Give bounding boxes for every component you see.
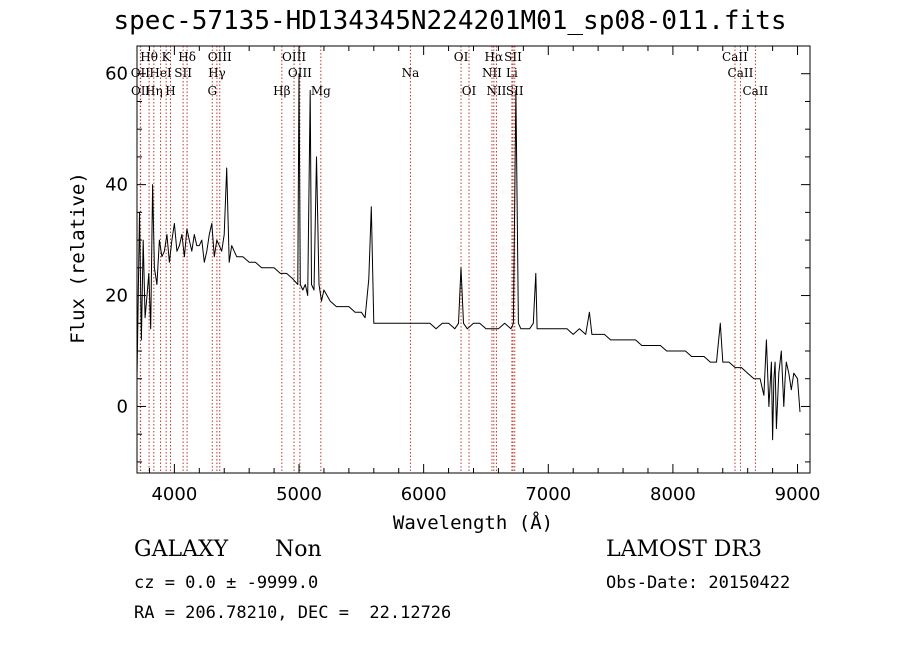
line-label-13: OIII — [282, 50, 306, 64]
line-label-16: Na — [402, 66, 420, 80]
line-label-17: OI — [454, 50, 469, 64]
axes — [136, 45, 811, 474]
x-tick-label-5000: 5000 — [276, 484, 322, 505]
line-label-7: Hδ — [178, 50, 196, 64]
spectrum-series — [136, 73, 801, 441]
line-label-27: CaII — [742, 84, 768, 98]
line-label-23: Li — [506, 66, 518, 80]
line-label-2: Hθ — [140, 50, 158, 64]
line-label-21: NII — [486, 84, 506, 98]
line-label-14: OIII — [288, 66, 312, 80]
line-label-4: Hη — [145, 84, 163, 98]
line-label-15: Mg — [311, 84, 331, 98]
line-label-19: Hα — [485, 50, 504, 64]
line-label-22: SII — [504, 50, 522, 64]
x-tick-label-8000: 8000 — [650, 484, 696, 505]
line-label-3: HeI — [149, 66, 172, 80]
line-label-11: Hγ — [208, 66, 226, 80]
line-label-8: SII — [174, 66, 192, 80]
y-tick-label-20: 20 — [105, 286, 128, 307]
redshift-info: cz = 0.0 ± -9999.0 — [134, 573, 319, 593]
x-tick-label-6000: 6000 — [401, 484, 447, 505]
chart-title: spec-57135-HD134345N224201M01_sp08-011.f… — [113, 6, 787, 36]
tick-labels: 4000 5000 6000 7000 8000 9000 0 20 40 60 — [105, 64, 820, 505]
y-tick-label-0: 0 — [117, 396, 128, 417]
line-label-20: NII — [482, 66, 502, 80]
line-label-26: CaII — [728, 66, 754, 80]
x-tick-label-9000: 9000 — [775, 484, 821, 505]
line-label-18: OI — [462, 84, 477, 98]
object-class: GALAXY — [134, 537, 229, 562]
survey-name: LAMOST DR3 — [606, 537, 762, 562]
y-axis-label: Flux (relative) — [67, 172, 89, 344]
line-label-9: G — [207, 84, 217, 98]
x-tick-label-4000: 4000 — [151, 484, 197, 505]
line-label-12: Hβ — [273, 84, 290, 98]
y-tick-label-40: 40 — [105, 175, 128, 196]
line-label-10: OIII — [208, 50, 232, 64]
emission-line-labels: OII OII Hθ HeI Hη K H Hδ SII G OIII Hγ Hβ OIII OIII Mg N… — [131, 50, 769, 98]
observation-date: Obs-Date: 20150422 — [606, 573, 791, 593]
emission-line-markers — [139, 46, 756, 473]
object-subclass: Non — [275, 537, 322, 562]
x-axis-label: Wavelength (Å) — [393, 511, 553, 534]
line-label-0: OII — [131, 66, 151, 80]
line-label-24: SII — [506, 84, 524, 98]
line-label-5: K — [162, 50, 172, 64]
line-label-1: OII — [131, 84, 151, 98]
series-spectrum — [136, 73, 801, 441]
line-label-6: H — [165, 84, 175, 98]
plot-frame — [136, 45, 811, 474]
line-label-25: CaII — [722, 50, 748, 64]
x-tick-label-7000: 7000 — [525, 484, 571, 505]
y-tick-label-60: 60 — [105, 64, 128, 85]
coordinates-info: RA = 206.78210, DEC = 22.12726 — [134, 603, 452, 623]
